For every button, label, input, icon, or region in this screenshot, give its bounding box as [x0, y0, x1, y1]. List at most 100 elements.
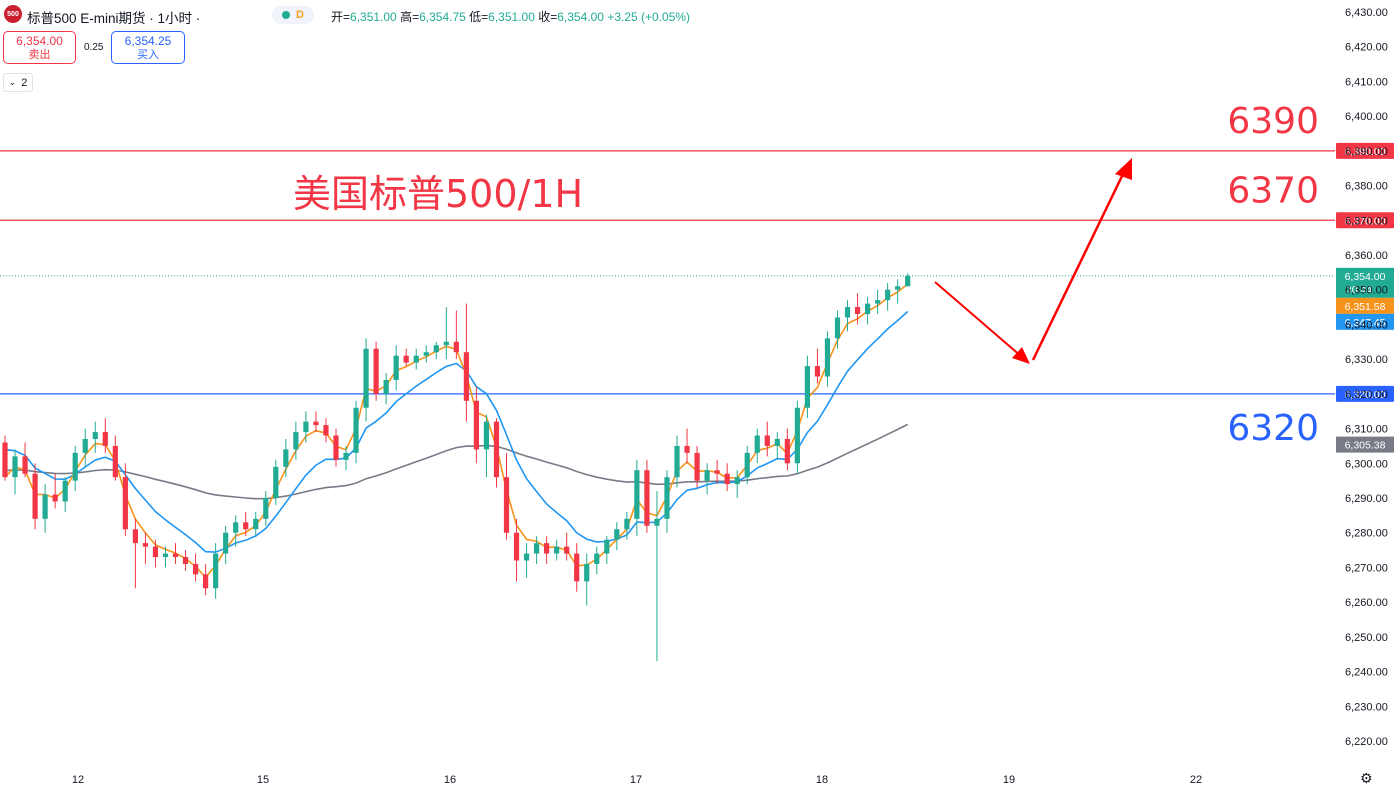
- candle-body: [413, 355, 419, 363]
- ma-badge-ma_slow: [1336, 436, 1394, 453]
- forecast-down-line: [934, 281, 1023, 358]
- forecast-up-arrowhead: [1115, 158, 1132, 180]
- sell-label: 卖出: [28, 48, 51, 61]
- symbol-logo: 500: [4, 5, 22, 23]
- candle-body: [152, 546, 159, 558]
- level-annotation-6370: 6370: [1227, 170, 1319, 211]
- candle-body: [313, 421, 319, 426]
- ohlc-readout: 开=6,351.00 高=6,354.75 低=6,351.00 收=6,354…: [331, 8, 690, 25]
- candle-body: [684, 445, 690, 453]
- price-tick-label: 6,360.00: [1345, 250, 1388, 262]
- candle-body: [523, 553, 530, 561]
- price-tick-label: 6,390.00: [1345, 146, 1388, 158]
- candle-body: [754, 435, 760, 453]
- candle-body: [724, 473, 730, 485]
- price-tick-label: 6,280.00: [1345, 528, 1388, 540]
- candle-body: [243, 522, 249, 530]
- candle-body: [42, 494, 48, 519]
- buy-price: 6,354.25: [124, 33, 172, 48]
- candle-body: [213, 553, 219, 589]
- ma-badge-text: 6,347.45: [1345, 317, 1386, 329]
- countdown-text: 30:44: [1346, 284, 1372, 296]
- candle-body: [463, 352, 469, 401]
- market-open-dot: [282, 11, 291, 19]
- market-status[interactable]: D: [272, 6, 314, 24]
- candle-body: [52, 494, 58, 502]
- horizontal-levels: 6,390.00 6390 6,370.00 6370 6,320.00 6320 6,35…: [0, 101, 1394, 453]
- candle-body: [694, 452, 700, 481]
- candle-body: [82, 438, 88, 453]
- ohlc-close-key: 收=: [538, 10, 558, 24]
- level-badge-text: 6,320.00: [1345, 389, 1386, 401]
- quantity-value: 2: [21, 76, 28, 89]
- time-tick-label: 12: [72, 774, 84, 786]
- buy-label: 买入: [137, 48, 159, 61]
- spread-value: 0.25: [84, 42, 104, 53]
- price-tick-label: 6,320.00: [1345, 389, 1388, 401]
- candle-body: [132, 529, 138, 544]
- price-tick-label: 6,270.00: [1345, 562, 1388, 574]
- candle-body: [644, 470, 650, 526]
- candle-body: [233, 522, 239, 533]
- candle-body: [624, 518, 630, 530]
- candle-body: [493, 421, 500, 478]
- candle-body: [764, 435, 770, 446]
- settings-gear-icon[interactable]: ⚙: [1360, 770, 1373, 786]
- candle-body: [503, 477, 510, 533]
- candlesticks: [2, 273, 911, 662]
- ohlc-high: 6,354.75: [419, 10, 466, 24]
- price-tick-label: 6,230.00: [1345, 701, 1388, 713]
- buy-button[interactable]: 6,354.25 买入: [111, 31, 185, 64]
- candle-body: [443, 341, 449, 346]
- candle-body: [744, 452, 750, 478]
- candle-body: [223, 532, 229, 554]
- time-tick-label: 17: [630, 774, 642, 786]
- ohlc-open-key: 开=: [331, 10, 351, 24]
- price-axis[interactable]: 6,430.00 6,420.00 6,410.00 6,400.00 6,390.00…: [1345, 7, 1388, 748]
- candle-body: [192, 563, 199, 575]
- candle-body: [453, 341, 459, 353]
- time-axis[interactable]: 12 15 16 17 18 19 22: [72, 774, 1202, 786]
- candle-body: [844, 307, 851, 318]
- candle-body: [172, 553, 179, 558]
- candle-body: [353, 407, 359, 453]
- level-annotation-6390: 6390: [1227, 101, 1319, 142]
- last-price-badge: [1336, 267, 1394, 298]
- candle-body: [614, 529, 620, 540]
- ma-slow-line: [4, 423, 909, 500]
- sell-button[interactable]: 6,354.00 卖出: [3, 31, 76, 64]
- candle-body: [594, 553, 600, 564]
- candle-body: [584, 563, 590, 582]
- price-tick-label: 6,400.00: [1345, 111, 1388, 123]
- ohlc-close: 6,354.00: [557, 10, 604, 24]
- candle-body: [824, 338, 831, 377]
- price-tick-label: 6,420.00: [1345, 42, 1388, 54]
- price-tick-label: 6,380.00: [1345, 181, 1388, 193]
- quantity-selector[interactable]: ⌄ 2: [3, 73, 33, 92]
- candle-body: [834, 317, 841, 339]
- candle-body: [72, 452, 78, 481]
- price-tick-label: 6,430.00: [1345, 7, 1388, 19]
- ma-badge-ma_fast: [1336, 297, 1394, 314]
- candle-body: [654, 518, 660, 526]
- time-tick-label: 22: [1190, 774, 1202, 786]
- forecast-down-arrowhead: [1012, 347, 1030, 364]
- candle-body: [293, 432, 299, 450]
- symbol-title[interactable]: 标普500 E-mini期货 · 1小时 ·: [27, 11, 201, 26]
- time-tick-label: 16: [444, 774, 456, 786]
- candle-body: [122, 477, 128, 530]
- price-tick-label: 6,290.00: [1345, 493, 1388, 505]
- level-badge-6390: [1336, 142, 1394, 159]
- candle-body: [734, 477, 740, 485]
- candle-body: [774, 438, 780, 446]
- candle-body: [714, 470, 720, 474]
- candle-body: [784, 438, 790, 464]
- price-tick-label: 6,340.00: [1345, 319, 1388, 331]
- level-badge-text: 6,390.00: [1345, 146, 1386, 158]
- candle-body: [864, 303, 871, 315]
- candle-body: [814, 366, 821, 377]
- price-tick-label: 6,260.00: [1345, 597, 1388, 609]
- candle-body: [393, 355, 399, 380]
- candle-body: [905, 275, 911, 287]
